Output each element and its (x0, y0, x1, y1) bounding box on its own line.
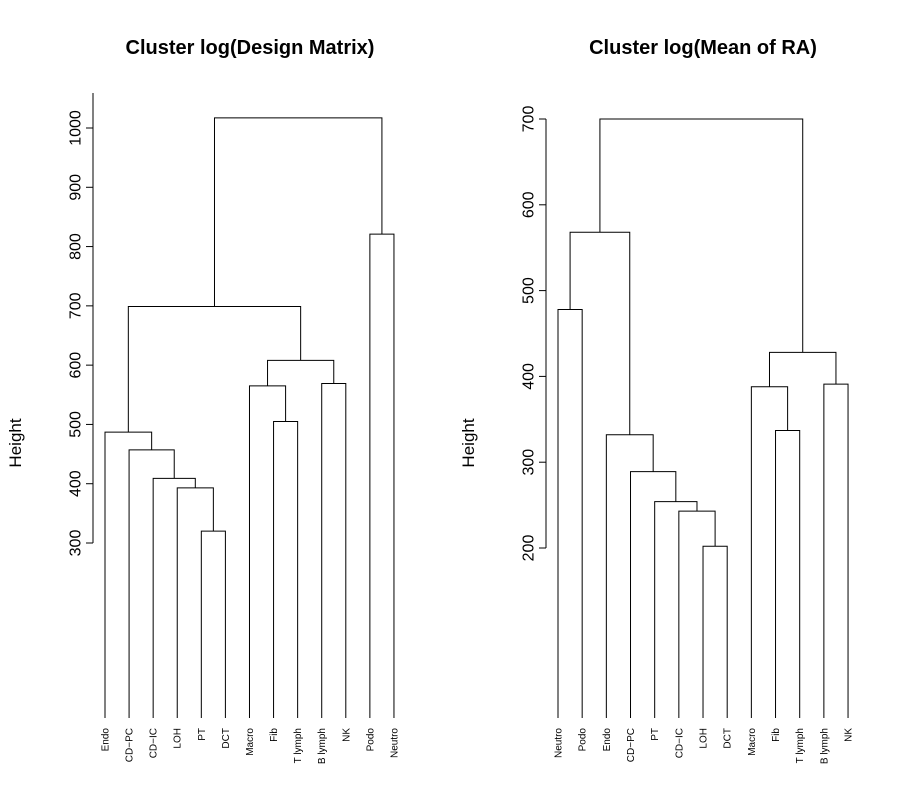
y-tick-label: 700 (68, 292, 85, 319)
y-tick-label: 400 (68, 470, 85, 497)
leaf-label-nk: NK (341, 728, 352, 742)
leaf-label-podo: Podo (578, 728, 589, 752)
y-axis-design-matrix: 300 400 500 600 700 800 900 1000 (68, 93, 94, 557)
leaf-label-t-lymph: T lymph (293, 728, 304, 763)
leaf-label-macro: Macro (245, 728, 256, 756)
merge-branch-7 (823, 383, 849, 718)
leaf-label-cd-ic: CD−IC (149, 728, 160, 758)
merge-branch-3 (630, 471, 677, 718)
leaf-label-pt: PT (197, 728, 208, 741)
leaf-label-dct: DCT (221, 728, 232, 749)
leaf-label-endo: Endo (602, 728, 613, 752)
merge-branch-4 (605, 434, 654, 718)
merge-branch-7 (321, 383, 347, 718)
merge-branch-11 (599, 118, 804, 353)
leaf-label-dct: DCT (723, 728, 734, 749)
merge-branch-11 (213, 117, 383, 307)
merge-branch-6 (248, 385, 287, 718)
leaf-labels-design-matrix: Endo CD−PC CD−IC LOH PT DCT Macro Fib T lymph B l… (101, 728, 401, 765)
leaf-labels-mean-ra: Neutro Podo Endo CD−PC PT CD−IC LOH DCT Macro Fib… (554, 728, 855, 765)
leaf-label-pt: PT (650, 728, 661, 741)
merge-branch-2 (152, 477, 196, 718)
merge-branch-8 (768, 351, 837, 387)
leaf-label-nk: NK (844, 728, 855, 742)
y-axis-label-design-matrix: Height (6, 418, 25, 467)
merge-branch-1 (678, 510, 716, 718)
leaf-label-neutro: Neutro (389, 728, 400, 758)
merge-branch-9 (557, 308, 583, 718)
leaf-label-loh: LOH (173, 728, 184, 749)
leaf-label-loh: LOH (699, 728, 710, 749)
leaf-label-endo: Endo (101, 728, 112, 752)
y-tick-label: 200 (521, 535, 538, 562)
leaf-label-cd-pc: CD−PC (125, 728, 136, 762)
leaf-label-fib: Fib (771, 728, 782, 742)
leaf-label-fib: Fib (269, 728, 280, 742)
merge-branch-0 (200, 530, 226, 718)
dendrogram-mean-ra: Cluster log(Mean of RA) Height 200 300 400… (459, 37, 855, 764)
merge-branch-5 (273, 420, 299, 718)
leaf-label-b-lymph: B lymph (317, 728, 328, 764)
y-tick-label: 800 (68, 233, 85, 260)
y-tick-label: 900 (68, 174, 85, 201)
leaf-label-macro: Macro (747, 728, 758, 756)
merge-branch-0 (702, 545, 728, 718)
chart-title-mean-ra: Cluster log(Mean of RA) (589, 37, 817, 59)
y-tick-label: 300 (521, 449, 538, 476)
leaf-label-podo: Podo (365, 728, 376, 752)
merge-branch-10 (569, 231, 631, 435)
y-tick-label: 600 (68, 352, 85, 379)
dendrogram-design-matrix: Cluster log(Design Matrix) Height 300 400… (6, 37, 400, 764)
leaf-label-neutro: Neutro (554, 728, 565, 758)
leaf-label-t-lymph: T lymph (795, 728, 806, 763)
leaf-label-cd-pc: CD−PC (626, 728, 637, 762)
dendrogram-branches-mean-ra (557, 118, 849, 718)
leaf-label-b-lymph: B lymph (819, 728, 830, 764)
y-tick-label: 600 (521, 191, 538, 218)
merge-branch-9 (127, 305, 302, 433)
y-tick-label: 500 (68, 411, 85, 438)
merge-branch-8 (267, 359, 335, 386)
merge-branch-1 (176, 487, 214, 718)
y-tick-label: 300 (68, 530, 85, 557)
y-tick-label: 400 (521, 363, 538, 390)
y-tick-label: 1000 (68, 110, 85, 146)
merge-branch-4 (104, 431, 153, 718)
merge-branch-10 (369, 233, 395, 718)
merge-branch-3 (128, 449, 175, 718)
leaf-label-cd-ic: CD−IC (674, 728, 685, 758)
merge-branch-6 (750, 386, 789, 718)
y-tick-label: 700 (521, 106, 538, 133)
chart-title-design-matrix: Cluster log(Design Matrix) (126, 37, 375, 59)
merge-branch-2 (654, 501, 698, 718)
y-axis-label-mean-ra: Height (459, 418, 478, 467)
y-tick-label: 500 (521, 277, 538, 304)
y-axis-mean-ra: 200 300 400 500 600 700 (521, 106, 547, 562)
dendrogram-branches-design-matrix (104, 117, 395, 718)
merge-branch-5 (775, 429, 801, 718)
